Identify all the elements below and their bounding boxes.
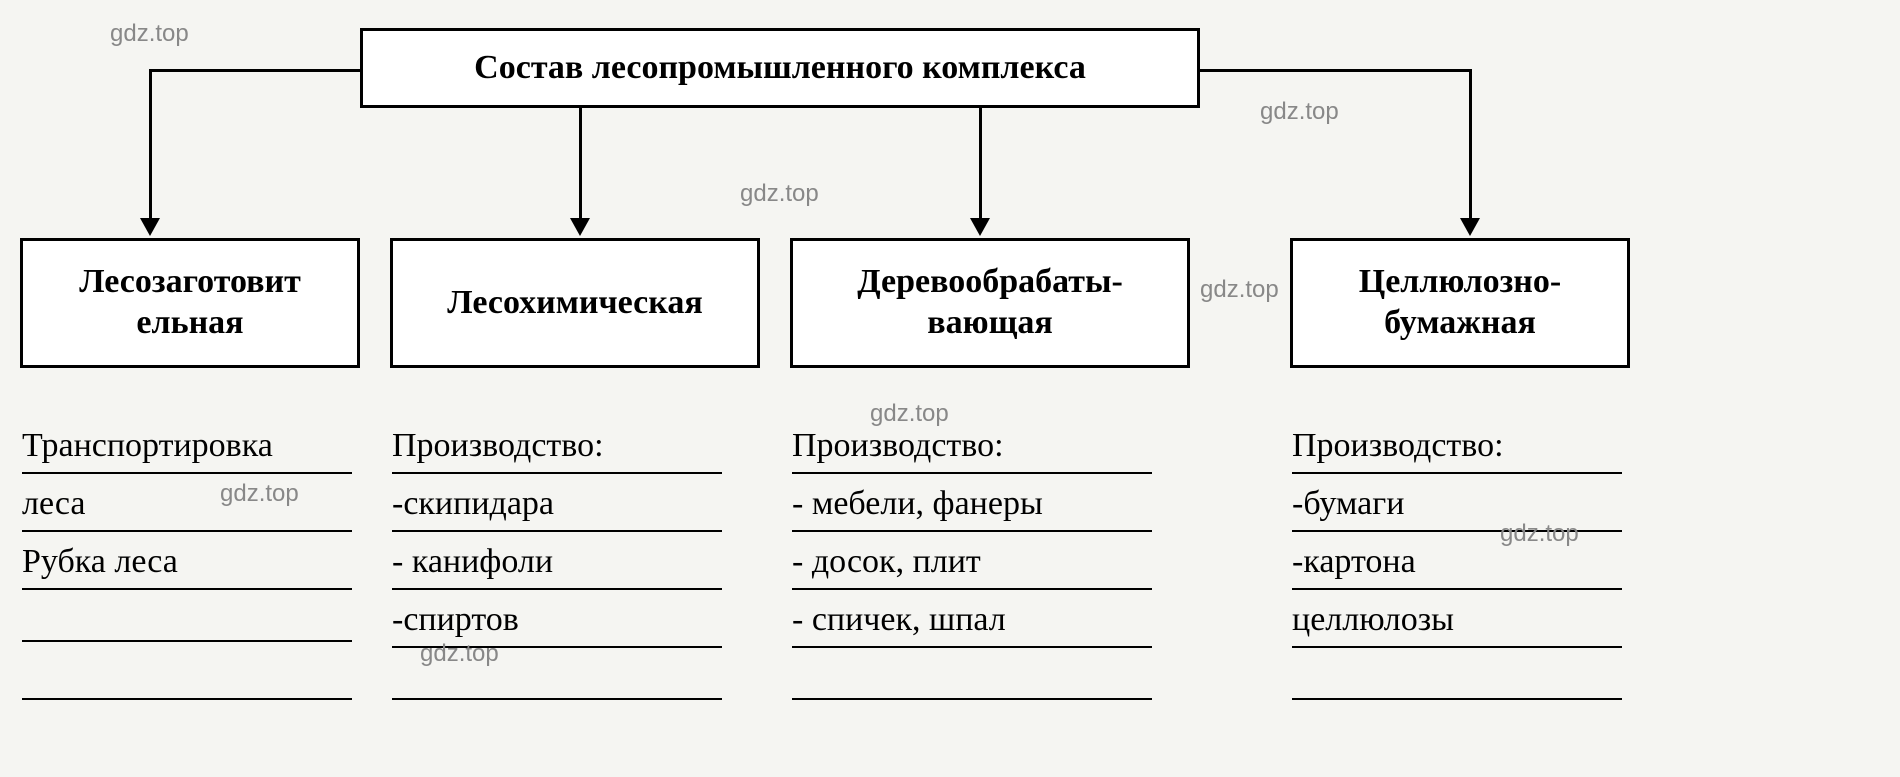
detail-line: Транспортировка bbox=[22, 420, 352, 474]
watermark: gdz.top bbox=[420, 640, 499, 668]
detail-line: Производство: bbox=[792, 420, 1152, 474]
detail-text: -спиртов bbox=[392, 601, 519, 638]
arrow-segment bbox=[149, 69, 152, 224]
detail-text: Производство: bbox=[392, 427, 604, 464]
detail-line: - мебели, фанеры bbox=[792, 478, 1152, 532]
detail-line: леса bbox=[22, 478, 352, 532]
branch-box-logging: Лесозаготовит ельная bbox=[20, 238, 360, 368]
detail-text: -картона bbox=[1292, 543, 1416, 580]
arrow-head-icon bbox=[140, 218, 160, 236]
branch-box-woodworking: Деревообрабаты- вающая bbox=[790, 238, 1190, 368]
branch-box-chemical: Лесохимическая bbox=[390, 238, 760, 368]
arrow-segment bbox=[1469, 69, 1472, 224]
detail-text: - канифоли bbox=[392, 543, 553, 580]
detail-line bbox=[1292, 652, 1622, 700]
detail-text: Производство: bbox=[1292, 427, 1504, 464]
arrow-segment bbox=[979, 108, 982, 224]
title-text: Состав лесопромышленного комплекса bbox=[474, 49, 1086, 87]
detail-line: - канифоли bbox=[392, 536, 722, 590]
watermark-text: gdz.top bbox=[740, 180, 819, 207]
watermark: gdz.top bbox=[220, 480, 299, 508]
detail-text: -скипидара bbox=[392, 485, 554, 522]
watermark-text: gdz.top bbox=[870, 400, 949, 427]
branch-label: Деревообрабаты- вающая bbox=[857, 262, 1123, 344]
arrow-head-icon bbox=[1460, 218, 1480, 236]
title-box: Состав лесопромышленного комплекса bbox=[360, 28, 1200, 108]
arrow-head-icon bbox=[970, 218, 990, 236]
detail-text: Транспортировка bbox=[22, 427, 273, 464]
detail-line: Рубка леса bbox=[22, 536, 352, 590]
detail-line: Производство: bbox=[392, 420, 722, 474]
detail-text: -бумаги bbox=[1292, 485, 1404, 522]
detail-line: -скипидара bbox=[392, 478, 722, 532]
watermark: gdz.top bbox=[740, 180, 819, 208]
detail-line: - спичек, шпал bbox=[792, 594, 1152, 648]
watermark-text: gdz.top bbox=[1260, 98, 1339, 125]
branch-label: Лесохимическая bbox=[447, 283, 702, 324]
detail-line: Производство: bbox=[1292, 420, 1622, 474]
watermark: gdz.top bbox=[1260, 98, 1339, 126]
arrow-segment bbox=[1200, 69, 1470, 72]
watermark: gdz.top bbox=[870, 400, 949, 428]
branch-label: Лесозаготовит ельная bbox=[79, 262, 301, 344]
watermark: gdz.top bbox=[1500, 520, 1579, 548]
detail-text: целлюлозы bbox=[1292, 601, 1454, 638]
detail-text: Производство: bbox=[792, 427, 1004, 464]
detail-line: целлюлозы bbox=[1292, 594, 1622, 648]
arrow-head-icon bbox=[570, 218, 590, 236]
detail-text: - досок, плит bbox=[792, 543, 981, 580]
watermark-text: gdz.top bbox=[1200, 276, 1279, 303]
detail-text: - мебели, фанеры bbox=[792, 485, 1043, 522]
branch-box-pulp-paper: Целлюлозно- бумажная bbox=[1290, 238, 1630, 368]
detail-text: - спичек, шпал bbox=[792, 601, 1006, 638]
watermark: gdz.top bbox=[1200, 276, 1279, 304]
detail-text: Рубка леса bbox=[22, 543, 178, 580]
detail-line bbox=[792, 652, 1152, 700]
watermark: gdz.top bbox=[110, 20, 189, 48]
detail-line bbox=[22, 594, 352, 642]
watermark-text: gdz.top bbox=[220, 480, 299, 507]
detail-line: - досок, плит bbox=[792, 536, 1152, 590]
diagram-container: Состав лесопромышленного комплекса Лесоз… bbox=[0, 0, 1900, 777]
detail-line bbox=[22, 652, 352, 700]
watermark-text: gdz.top bbox=[110, 20, 189, 47]
arrow-segment bbox=[150, 69, 360, 72]
arrow-segment bbox=[579, 108, 582, 224]
detail-text: леса bbox=[22, 485, 86, 522]
branch-label: Целлюлозно- бумажная bbox=[1359, 262, 1561, 344]
watermark-text: gdz.top bbox=[420, 640, 499, 667]
watermark-text: gdz.top bbox=[1500, 520, 1579, 547]
